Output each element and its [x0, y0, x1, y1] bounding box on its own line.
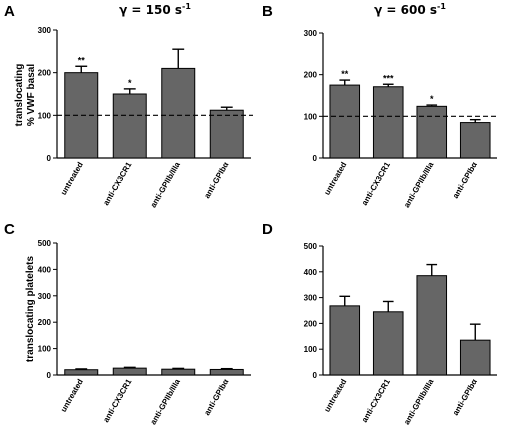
significance-marker: ** — [341, 69, 349, 79]
bar — [209, 368, 244, 376]
y-tick-label: 400 — [38, 265, 52, 274]
x-tick-label: anti-CX3CR1 — [360, 377, 392, 424]
y-tick-label: 400 — [304, 268, 318, 277]
bar — [112, 367, 147, 376]
x-tick-label: anti-CX3CR1 — [101, 377, 133, 424]
y-tick-label: 200 — [38, 69, 52, 78]
panel-title: γ = 600 s-1 — [374, 2, 446, 17]
x-tick-label: anti-GPIbα — [451, 160, 479, 200]
y-axis-label: % VWF basal — [26, 64, 37, 126]
significance-marker: * — [430, 94, 434, 104]
bar — [209, 109, 244, 159]
x-tick-label: anti-GPIIb/IIIa — [149, 377, 183, 426]
y-axis-label: translocating — [14, 64, 25, 127]
x-tick-label: untreated — [322, 377, 348, 413]
panel-title-superscript: -1 — [182, 2, 191, 11]
bar — [64, 369, 99, 376]
panel-letter: C — [4, 221, 15, 238]
x-tick-label: anti-GPIIb/IIIa — [402, 377, 436, 426]
x-tick-label: anti-GPIIb/IIIa — [149, 160, 183, 209]
y-tick-label: 100 — [304, 112, 318, 121]
bar — [329, 305, 361, 376]
y-tick-label: 0 — [47, 154, 52, 163]
y-tick-label: 300 — [38, 292, 52, 301]
y-tick-label: 200 — [304, 319, 318, 328]
bar — [459, 122, 491, 159]
x-tick-label: anti-CX3CR1 — [101, 160, 133, 207]
y-tick-label: 100 — [304, 345, 318, 354]
panel-letter: D — [262, 221, 273, 238]
y-tick-label: 0 — [313, 154, 318, 163]
x-tick-label: anti-CX3CR1 — [360, 160, 392, 207]
significance-marker: * — [128, 78, 132, 88]
significance-marker: *** — [383, 73, 394, 83]
y-tick-label: 300 — [304, 294, 318, 303]
x-tick-label: anti-GPIbα — [451, 377, 479, 417]
bar — [372, 311, 404, 376]
y-tick-label: 200 — [304, 71, 318, 80]
panel-letter: B — [262, 3, 273, 20]
bar — [372, 86, 404, 159]
bar — [329, 84, 361, 159]
y-tick-label: 500 — [304, 242, 318, 251]
x-tick-label: untreated — [59, 160, 85, 196]
y-tick-label: 100 — [38, 111, 52, 120]
y-tick-label: 300 — [304, 29, 318, 38]
bar — [112, 93, 147, 159]
y-tick-label: 500 — [38, 239, 52, 248]
y-tick-label: 0 — [313, 371, 318, 380]
bar — [161, 67, 196, 159]
x-tick-label: untreated — [59, 377, 85, 413]
panel-title-main: γ = 600 s — [374, 3, 437, 17]
y-tick-label: 100 — [38, 345, 52, 354]
x-tick-label: untreated — [322, 160, 348, 196]
panel-title-main: γ = 150 s — [119, 3, 182, 17]
panel-letter: A — [4, 3, 15, 20]
significance-marker: ** — [78, 55, 86, 65]
x-tick-label: anti-GPIIb/IIIa — [402, 160, 436, 209]
y-tick-label: 200 — [38, 318, 52, 327]
bar — [459, 339, 491, 376]
panel-D: D 0 100 200 300 400 500 untreated anti-CX3CR1 ant… — [262, 221, 497, 426]
panel-title: γ = 150 s-1 — [119, 2, 191, 17]
y-tick-label: 0 — [47, 371, 52, 380]
panel-title-superscript: -1 — [437, 2, 446, 11]
bar — [416, 105, 448, 159]
y-tick-label: 300 — [38, 26, 52, 35]
x-tick-label: anti-GPIbα — [202, 377, 230, 417]
x-tick-label: anti-GPIbα — [202, 160, 230, 200]
bar — [161, 368, 196, 376]
y-axis-label: translocating platelets — [25, 255, 36, 362]
bar — [416, 275, 448, 376]
